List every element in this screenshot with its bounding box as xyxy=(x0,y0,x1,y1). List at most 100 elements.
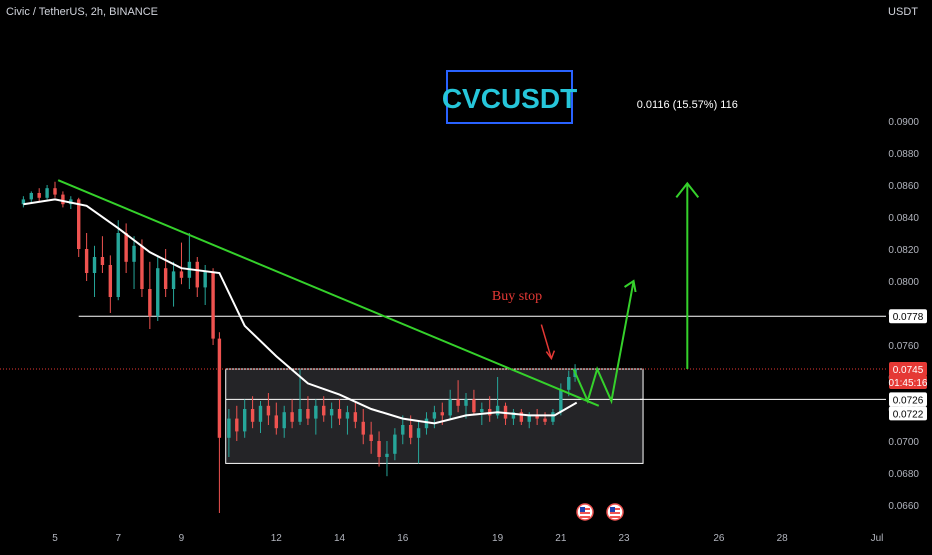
candle-body xyxy=(108,265,113,297)
candle-body xyxy=(408,425,413,438)
candle-body xyxy=(132,245,136,262)
time-tick-label: 12 xyxy=(271,533,283,544)
candle-body xyxy=(242,409,247,432)
price-tick-label: 0.0680 xyxy=(888,469,919,480)
us-flag-event-icon xyxy=(606,503,624,521)
candle-body xyxy=(567,377,571,390)
candle-body xyxy=(171,271,176,289)
candle-body xyxy=(559,389,563,413)
price-tag-ma: 0.0722 xyxy=(893,409,924,420)
candle-body xyxy=(416,428,421,438)
price-tag-range-bg xyxy=(889,392,927,407)
candle-body xyxy=(345,412,350,419)
candle-body xyxy=(195,261,199,288)
candle-body xyxy=(211,271,215,339)
candle-body xyxy=(61,194,65,205)
time-tick-label: 23 xyxy=(619,533,631,544)
time-tick-label: 19 xyxy=(492,533,504,544)
price-tick-label: 0.0760 xyxy=(888,341,919,352)
candle-body xyxy=(361,421,365,435)
symbol-header: Civic / TetherUS, 2h, BINANCE xyxy=(6,6,159,18)
time-tick-label: 5 xyxy=(52,533,58,544)
candle-body xyxy=(527,415,531,422)
projection-path xyxy=(572,280,635,405)
price-tag-resistance-bg xyxy=(889,309,927,324)
projection-label: 0.0116 (15.57%) 116 xyxy=(637,99,738,111)
price-tag-resistance: 0.0778 xyxy=(893,312,924,323)
buy-stop-arrow xyxy=(540,324,553,359)
time-tick-label: 14 xyxy=(334,533,346,544)
candle-body xyxy=(21,199,26,205)
candle-body xyxy=(353,412,358,422)
candle-body xyxy=(148,289,152,317)
candle-body xyxy=(401,425,405,435)
title-box xyxy=(446,70,573,124)
price-tick-label: 0.0700 xyxy=(888,437,919,448)
candle-body xyxy=(322,405,326,416)
time-tick-label: 28 xyxy=(777,533,789,544)
time-tick-label: Jul xyxy=(871,533,884,544)
candle-body xyxy=(543,418,547,422)
candle-body xyxy=(290,412,294,422)
candle-body xyxy=(53,188,57,195)
candle-body xyxy=(163,268,168,289)
candle-body xyxy=(227,418,231,438)
candle-body xyxy=(92,257,97,273)
price-tag-current-bg xyxy=(889,362,927,376)
time-tick-label: 21 xyxy=(555,533,567,544)
candle-body xyxy=(258,405,263,422)
candle-body xyxy=(464,399,468,406)
candle-body xyxy=(337,409,342,419)
time-tick-label: 16 xyxy=(397,533,409,544)
candle-body xyxy=(456,399,460,406)
time-tick-label: 9 xyxy=(179,533,185,544)
candle-body xyxy=(329,409,334,416)
candle-body xyxy=(306,409,310,419)
candle-body xyxy=(551,412,555,422)
candle-body xyxy=(377,441,381,457)
candle-body xyxy=(156,268,160,317)
candle-body xyxy=(298,409,302,422)
candle-body xyxy=(203,271,207,288)
price-tick-label: 0.0880 xyxy=(888,149,919,160)
price-tick-label: 0.0800 xyxy=(888,277,919,288)
currency-label: USDT xyxy=(888,6,918,18)
candle-body xyxy=(217,338,222,438)
buy-stop-label: Buy stop xyxy=(492,289,542,304)
candle-body xyxy=(480,409,484,413)
candle-body xyxy=(84,249,89,273)
candle-body xyxy=(535,415,539,419)
candle-body xyxy=(472,399,476,413)
time-tick-label: 26 xyxy=(713,533,725,544)
candle-body xyxy=(282,412,286,429)
candle-body xyxy=(314,405,318,419)
candle-body xyxy=(495,405,500,416)
title-text: CVCUSDT xyxy=(442,83,577,114)
candle-body xyxy=(179,271,184,278)
price-tick-label: 0.0900 xyxy=(888,117,919,128)
price-tick-label: 0.0840 xyxy=(888,213,919,224)
candle-body xyxy=(116,233,120,297)
candle-body xyxy=(235,418,239,432)
candle-body xyxy=(77,199,81,249)
projection-arrowhead xyxy=(624,279,637,293)
candle-body xyxy=(448,399,452,416)
buy-stop-arrowhead xyxy=(545,350,556,361)
candle-body xyxy=(274,415,279,429)
moving-average-line xyxy=(23,198,578,425)
time-tick-label: 7 xyxy=(115,533,121,544)
price-tag-countdown-bg xyxy=(889,375,927,389)
candle-body xyxy=(519,412,524,422)
candle-body xyxy=(140,245,144,289)
price-tag-countdown: 01:45:16 xyxy=(889,378,928,389)
candle-body xyxy=(124,233,128,262)
candle-body xyxy=(511,412,516,419)
price-tick-label: 0.0860 xyxy=(888,181,919,192)
target-arrowhead xyxy=(675,181,700,199)
candle-body xyxy=(369,434,373,441)
candle-body xyxy=(393,434,397,454)
candle-body xyxy=(266,405,271,416)
price-tick-label: 0.0660 xyxy=(888,501,919,512)
